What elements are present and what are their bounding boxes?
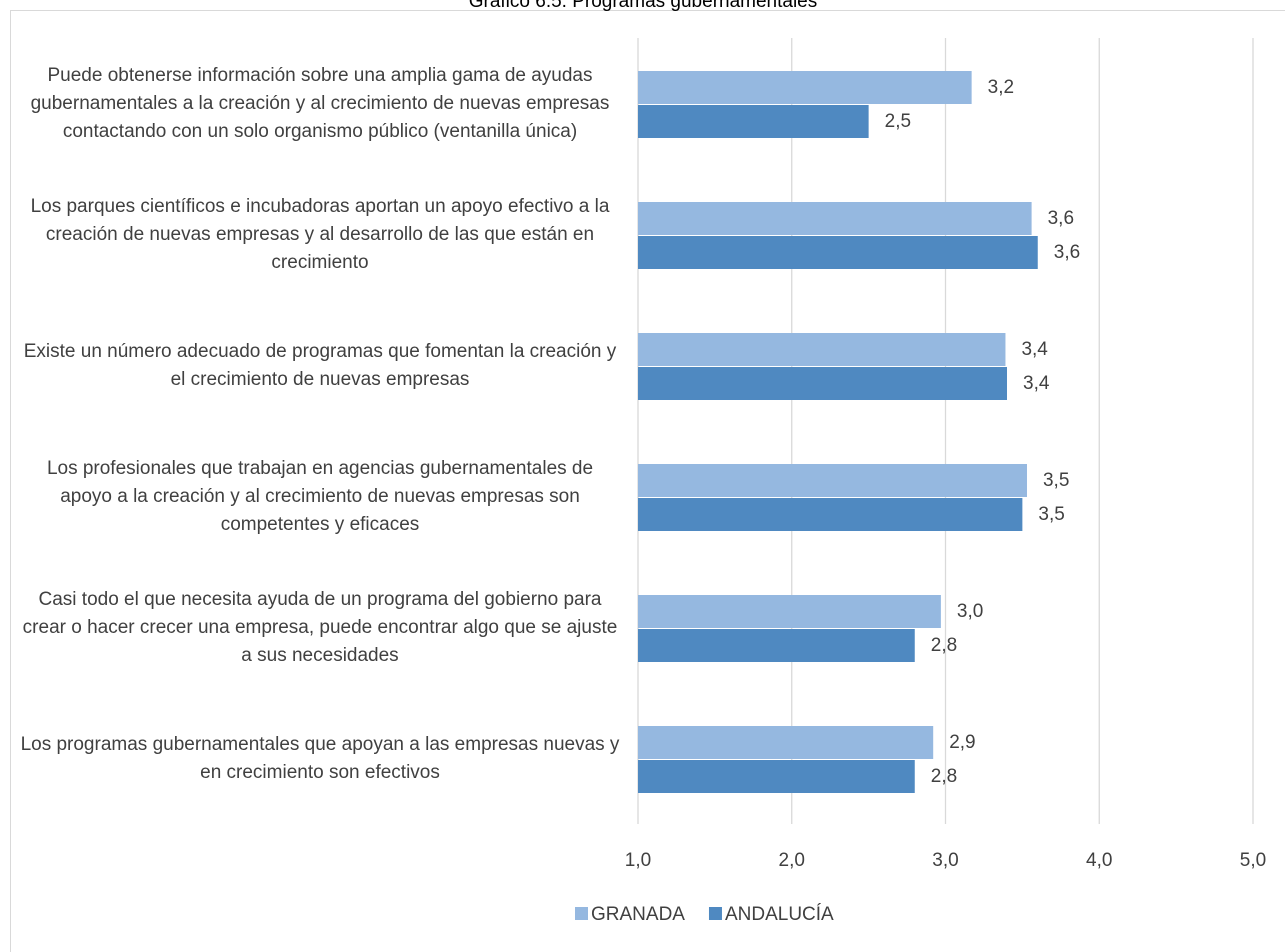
data-label: 2,9: [949, 732, 975, 753]
data-label: 2,8: [931, 766, 957, 787]
legend-swatch: [575, 907, 588, 920]
category-label: Existe un número adecuado de programas q…: [23, 340, 617, 390]
bar: [638, 367, 1007, 400]
data-label: 3,6: [1054, 242, 1080, 263]
legend-label: ANDALUCÍA: [725, 904, 834, 925]
bar: [638, 202, 1032, 235]
legend-swatch: [708, 907, 722, 920]
bar: [638, 105, 869, 138]
x-tick-label: 2,0: [779, 850, 805, 871]
legend-label: GRANADA: [591, 904, 685, 925]
category-label: Los profesionales que trabajan en agenci…: [46, 457, 594, 535]
x-tick-label: 4,0: [1086, 850, 1112, 871]
category-label: Casi todo el que necesita ayuda de un pr…: [22, 588, 618, 666]
bar: [638, 498, 1023, 531]
x-tick-label: 3,0: [932, 850, 958, 871]
x-tick-label: 5,0: [1240, 850, 1266, 871]
data-label: 2,8: [931, 635, 957, 656]
data-label: 3,2: [988, 77, 1014, 98]
chart-border: [10, 10, 1285, 952]
bar: [638, 71, 972, 104]
x-tick-label: 1,0: [625, 850, 651, 871]
data-label: 3,6: [1048, 208, 1074, 229]
data-label: 2,5: [885, 111, 911, 132]
category-label: Los parques científicos e incubadoras ap…: [30, 195, 610, 273]
bar: [638, 464, 1027, 497]
data-label: 3,4: [1023, 373, 1050, 394]
bar: [638, 760, 915, 793]
data-label: 3,0: [957, 601, 983, 622]
data-label: 3,5: [1043, 470, 1069, 491]
data-label: 3,4: [1021, 339, 1048, 360]
data-label: 3,5: [1038, 504, 1064, 525]
chart-title: Gráfico 6.5. Programas gubernamentales: [469, 0, 818, 12]
bar: [638, 726, 934, 759]
bar: [638, 595, 941, 628]
bar: [638, 629, 915, 662]
category-label: Los programas gubernamentales que apoyan…: [20, 733, 620, 783]
bar: [638, 236, 1038, 269]
bar: [638, 333, 1006, 366]
category-label: Puede obtenerse información sobre una am…: [30, 64, 610, 142]
